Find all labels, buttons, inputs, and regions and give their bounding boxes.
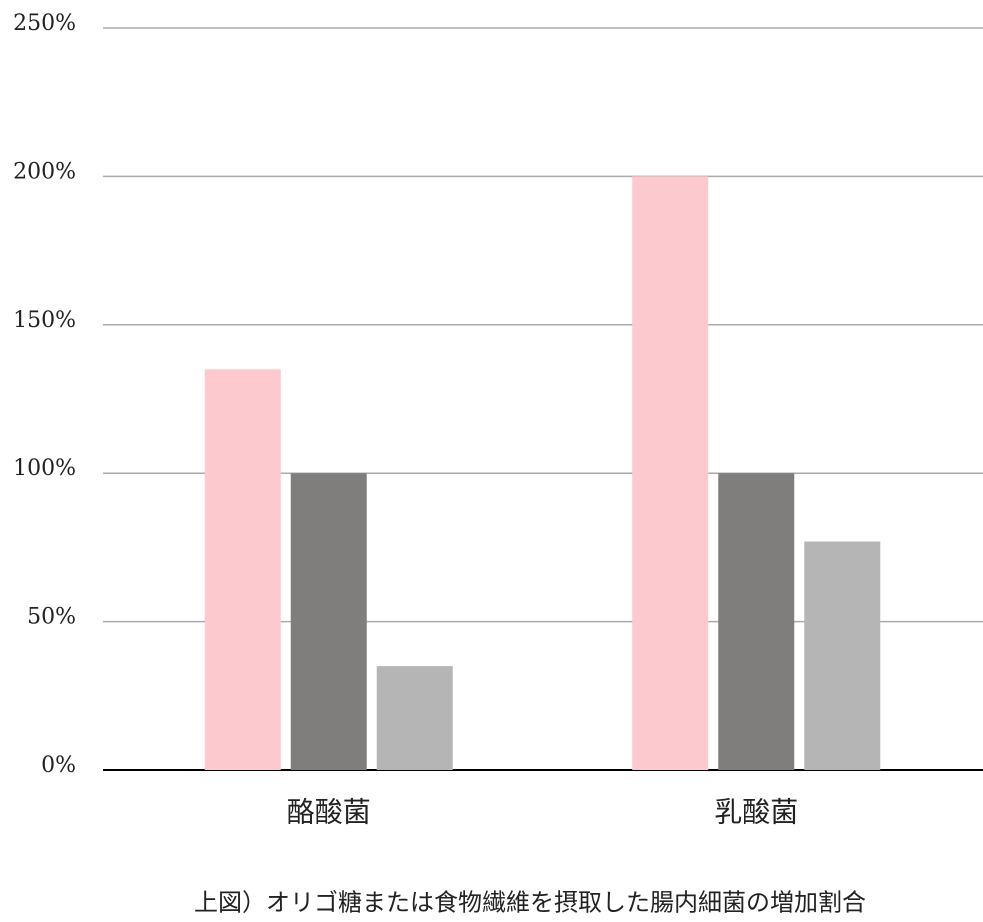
bar <box>632 176 709 770</box>
bar <box>804 541 881 770</box>
y-tick-label: 0% <box>41 753 76 778</box>
y-tick-label: 50% <box>27 605 76 630</box>
chart-caption: 上図）オリゴ糖または食物繊維を摂取した腸内細菌の増加割合 <box>194 889 866 917</box>
bar <box>290 473 367 770</box>
x-tick-label: 乳酸菌 <box>714 796 798 829</box>
x-tick-label: 酪酸菌 <box>287 796 371 829</box>
y-tick-label: 200% <box>13 159 76 184</box>
bar <box>376 666 453 770</box>
bar <box>718 473 795 770</box>
y-tick-label: 250% <box>13 11 76 36</box>
bar <box>204 369 281 770</box>
y-tick-label: 150% <box>13 308 76 333</box>
y-tick-label: 100% <box>13 456 76 481</box>
